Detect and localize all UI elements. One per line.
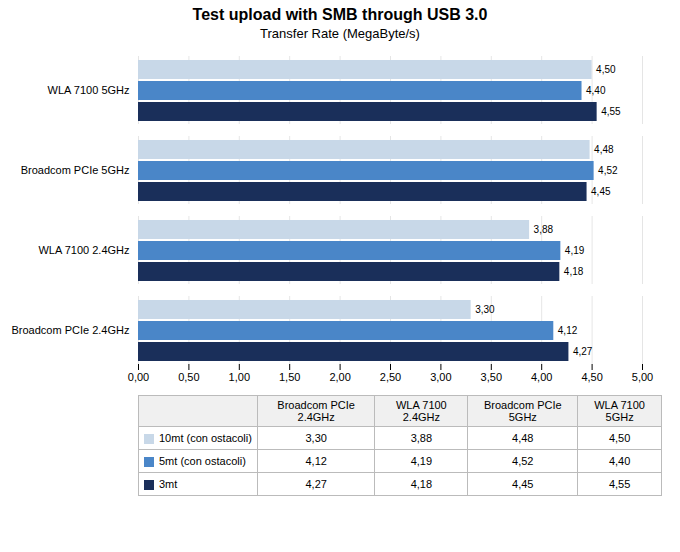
html-text:4,48: 4,48 xyxy=(512,432,534,444)
html-text:4,55: 4,55 xyxy=(608,478,631,490)
html-text:WLA 7100 2.4GHz: WLA 7100 2.4GHz xyxy=(396,399,447,423)
svg-text:4,55: 4,55 xyxy=(601,106,621,117)
svg-text:4,19: 4,19 xyxy=(565,245,585,256)
svg-text:0,50: 0,50 xyxy=(178,371,199,383)
html-text:4,40: 4,40 xyxy=(608,455,631,467)
svg-text:1,00: 1,00 xyxy=(229,371,250,383)
svg-text:5,00: 5,00 xyxy=(632,371,653,383)
svg-text:WLA 7100 2.4GHz: WLA 7100 2.4GHz xyxy=(38,244,129,256)
html-text:WLA 7100 5GHz: WLA 7100 5GHz xyxy=(594,399,645,423)
svg-text:4,00: 4,00 xyxy=(531,371,552,383)
html-text:4,19: 4,19 xyxy=(410,455,433,467)
svg-text:3,50: 3,50 xyxy=(481,371,502,383)
svg-text:2,00: 2,00 xyxy=(329,371,350,383)
svg-text:4,50: 4,50 xyxy=(596,64,616,75)
svg-text:4,27: 4,27 xyxy=(573,346,593,357)
svg-text:2,50: 2,50 xyxy=(380,371,401,383)
svg-text:WLA 7100 5GHz: WLA 7100 5GHz xyxy=(48,84,130,96)
html-text:3,88: 3,88 xyxy=(410,432,433,444)
svg-text:4,50: 4,50 xyxy=(581,371,602,383)
html-text:4,50: 4,50 xyxy=(608,432,631,444)
svg-text:4,45: 4,45 xyxy=(591,186,611,197)
svg-text:Broadcom PCIe 5GHz: Broadcom PCIe 5GHz xyxy=(21,164,130,176)
html-text:5mt (con ostacoli): 5mt (con ostacoli) xyxy=(159,455,246,467)
svg-text:3,88: 3,88 xyxy=(534,224,554,235)
html-text:4,45: 4,45 xyxy=(512,478,534,490)
svg-text:4,12: 4,12 xyxy=(558,325,578,336)
svg-text:1,50: 1,50 xyxy=(279,371,300,383)
svg-text:4,52: 4,52 xyxy=(598,165,618,176)
svg-text:4,18: 4,18 xyxy=(564,266,584,277)
html-text:3,30: 3,30 xyxy=(305,432,327,444)
html-text:4,12: 4,12 xyxy=(305,455,327,467)
html-text:4,18: 4,18 xyxy=(410,478,433,490)
html-text:Broadcom PCIe 5GHz: Broadcom PCIe 5GHz xyxy=(483,399,562,423)
svg-text:3,30: 3,30 xyxy=(475,304,495,315)
html-text:4,27: 4,27 xyxy=(305,478,327,490)
html-text:4,52: 4,52 xyxy=(512,455,534,467)
html-text:3mt: 3mt xyxy=(159,478,178,490)
svg-text:4,40: 4,40 xyxy=(586,85,606,96)
html-text:Broadcom PCIe 2.4GHz: Broadcom PCIe 2.4GHz xyxy=(277,399,355,423)
html-text:Transfer Rate (MegaByte/s): Transfer Rate (MegaByte/s) xyxy=(260,26,420,41)
html-text:Test upload with SMB through U: Test upload with SMB through USB 3.0 xyxy=(192,6,488,23)
svg-text:0,00: 0,00 xyxy=(128,371,149,383)
svg-text:4,48: 4,48 xyxy=(594,144,614,155)
svg-text:3,00: 3,00 xyxy=(430,371,451,383)
html-text:10mt (con ostacoli): 10mt (con ostacoli) xyxy=(159,432,252,444)
svg-text:Broadcom PCIe 2.4GHz: Broadcom PCIe 2.4GHz xyxy=(12,324,130,336)
